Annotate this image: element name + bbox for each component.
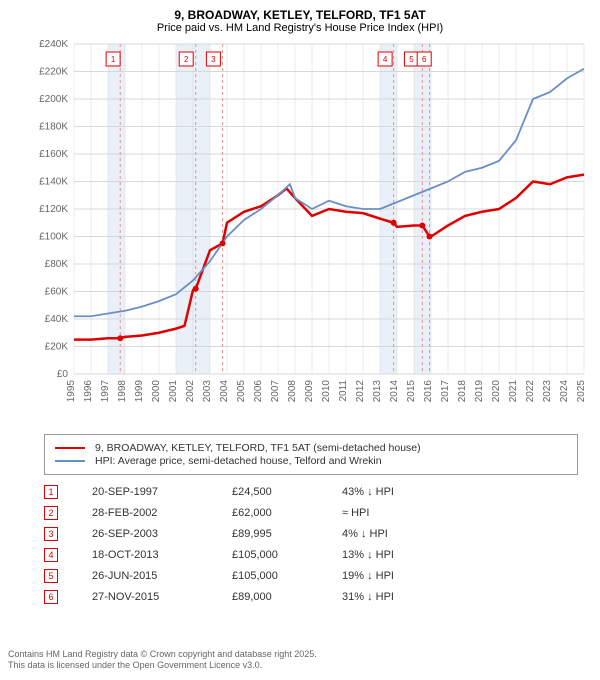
sale-marker: 1 <box>44 485 58 499</box>
svg-text:2023: 2023 <box>542 380 553 403</box>
svg-text:2004: 2004 <box>219 380 230 403</box>
sale-date: 27-NOV-2015 <box>92 591 232 603</box>
svg-text:2020: 2020 <box>491 380 502 403</box>
sale-price: £24,500 <box>232 486 342 498</box>
footer-line1: Contains HM Land Registry data © Crown c… <box>8 649 317 661</box>
legend-label: 9, BROADWAY, KETLEY, TELFORD, TF1 5AT (s… <box>95 442 421 454</box>
svg-text:£80K: £80K <box>45 259 69 270</box>
svg-text:£60K: £60K <box>45 287 69 298</box>
svg-text:£200K: £200K <box>39 94 68 105</box>
sale-cmp: 13% ↓ HPI <box>342 549 462 561</box>
sale-date: 28-FEB-2002 <box>92 507 232 519</box>
sale-price: £105,000 <box>232 549 342 561</box>
sale-price: £105,000 <box>232 570 342 582</box>
svg-text:£120K: £120K <box>39 204 68 215</box>
legend-swatch <box>55 460 85 463</box>
svg-text:5: 5 <box>409 55 414 64</box>
svg-text:1995: 1995 <box>66 380 77 403</box>
svg-text:6: 6 <box>422 55 427 64</box>
table-row: 3 26-SEP-2003£89,9954% ↓ HPI <box>44 527 578 541</box>
footer: Contains HM Land Registry data © Crown c… <box>8 649 317 672</box>
svg-text:2014: 2014 <box>389 380 400 403</box>
chart-header: 9, BROADWAY, KETLEY, TELFORD, TF1 5AT Pr… <box>0 0 600 38</box>
table-row: 1 20-SEP-1997£24,50043% ↓ HPI <box>44 485 578 499</box>
sale-price: £62,000 <box>232 507 342 519</box>
sale-marker: 5 <box>44 569 58 583</box>
svg-text:£0: £0 <box>57 369 69 380</box>
chart-title: 9, BROADWAY, KETLEY, TELFORD, TF1 5AT <box>0 8 600 22</box>
svg-text:2012: 2012 <box>355 380 366 403</box>
svg-text:2009: 2009 <box>304 380 315 403</box>
svg-text:2007: 2007 <box>270 380 281 403</box>
sale-cmp: 43% ↓ HPI <box>342 486 462 498</box>
svg-text:1998: 1998 <box>117 380 128 403</box>
svg-text:1999: 1999 <box>134 380 145 403</box>
svg-text:2002: 2002 <box>185 380 196 403</box>
svg-text:2024: 2024 <box>559 380 570 403</box>
chart-subtitle: Price paid vs. HM Land Registry's House … <box>0 22 600 34</box>
sales-table: 1 20-SEP-1997£24,50043% ↓ HPI 2 28-FEB-2002… <box>44 485 578 604</box>
sale-cmp: 19% ↓ HPI <box>342 570 462 582</box>
svg-text:1996: 1996 <box>83 380 94 403</box>
sale-date: 18-OCT-2013 <box>92 549 232 561</box>
svg-text:1997: 1997 <box>100 380 111 403</box>
footer-line2: This data is licensed under the Open Gov… <box>8 660 317 672</box>
sale-date: 26-JUN-2015 <box>92 570 232 582</box>
svg-text:2015: 2015 <box>406 380 417 403</box>
svg-text:£240K: £240K <box>39 39 68 50</box>
svg-text:£180K: £180K <box>39 122 68 133</box>
sale-marker: 4 <box>44 548 58 562</box>
svg-text:2: 2 <box>184 55 189 64</box>
svg-text:£100K: £100K <box>39 232 68 243</box>
legend-label: HPI: Average price, semi-detached house,… <box>95 455 382 467</box>
svg-text:£20K: £20K <box>45 342 69 353</box>
sale-marker: 6 <box>44 590 58 604</box>
svg-text:2006: 2006 <box>253 380 264 403</box>
svg-text:2016: 2016 <box>423 380 434 403</box>
svg-text:£40K: £40K <box>45 314 69 325</box>
legend: 9, BROADWAY, KETLEY, TELFORD, TF1 5AT (s… <box>44 434 578 475</box>
svg-text:2017: 2017 <box>440 380 451 403</box>
sale-cmp: ≈ HPI <box>342 507 462 519</box>
svg-text:2022: 2022 <box>525 380 536 403</box>
sale-cmp: 4% ↓ HPI <box>342 528 462 540</box>
table-row: 4 18-OCT-2013£105,00013% ↓ HPI <box>44 548 578 562</box>
sale-price: £89,000 <box>232 591 342 603</box>
svg-text:2003: 2003 <box>202 380 213 403</box>
sale-marker: 3 <box>44 527 58 541</box>
svg-text:2011: 2011 <box>338 380 349 402</box>
svg-text:2025: 2025 <box>576 380 587 403</box>
svg-text:£140K: £140K <box>39 177 68 188</box>
chart-svg: £0 £20K £40K £60K £80K £100K £120K £140K £160K £1… <box>32 38 600 428</box>
svg-text:2010: 2010 <box>321 380 332 403</box>
sale-date: 26-SEP-2003 <box>92 528 232 540</box>
legend-row: HPI: Average price, semi-detached house,… <box>55 455 567 467</box>
legend-row: 9, BROADWAY, KETLEY, TELFORD, TF1 5AT (s… <box>55 442 567 454</box>
legend-swatch <box>55 447 85 450</box>
svg-text:2005: 2005 <box>236 380 247 403</box>
svg-text:3: 3 <box>211 55 216 64</box>
chart-area: £0 £20K £40K £60K £80K £100K £120K £140K £160K £1… <box>32 38 600 428</box>
svg-text:4: 4 <box>383 55 388 64</box>
sale-cmp: 31% ↓ HPI <box>342 591 462 603</box>
svg-text:2021: 2021 <box>508 380 519 403</box>
sale-price: £89,995 <box>232 528 342 540</box>
table-row: 5 26-JUN-2015£105,00019% ↓ HPI <box>44 569 578 583</box>
svg-text:2001: 2001 <box>168 380 179 403</box>
svg-text:2008: 2008 <box>287 380 298 403</box>
sale-date: 20-SEP-1997 <box>92 486 232 498</box>
table-row: 6 27-NOV-2015£89,00031% ↓ HPI <box>44 590 578 604</box>
svg-text:£220K: £220K <box>39 67 68 78</box>
svg-text:£160K: £160K <box>39 149 68 160</box>
table-row: 2 28-FEB-2002£62,000≈ HPI <box>44 506 578 520</box>
svg-text:2018: 2018 <box>457 380 468 403</box>
sale-marker: 2 <box>44 506 58 520</box>
svg-text:2000: 2000 <box>151 380 162 403</box>
svg-text:2019: 2019 <box>474 380 485 403</box>
svg-text:2013: 2013 <box>372 380 383 403</box>
svg-text:1: 1 <box>111 55 116 64</box>
